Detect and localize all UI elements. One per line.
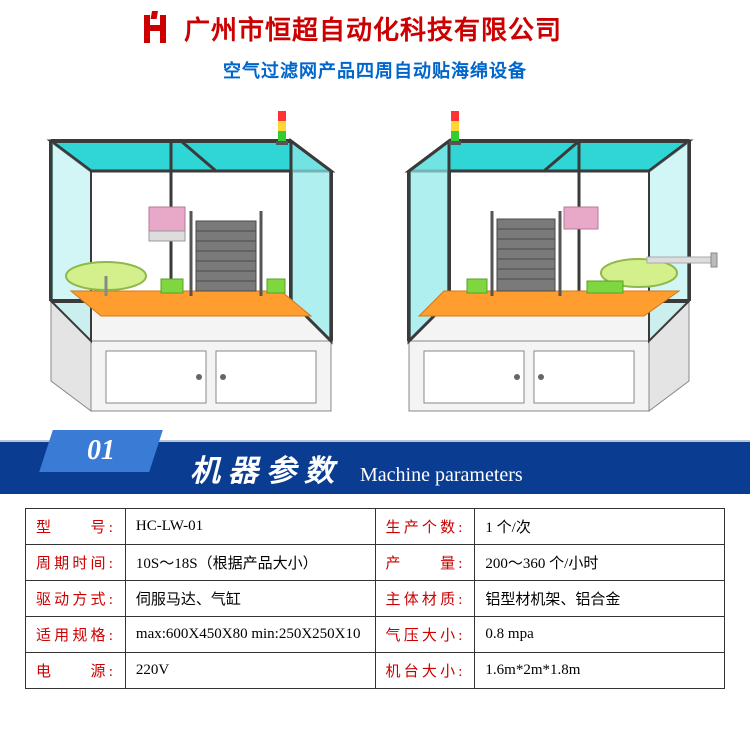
table-row: 周期时间:10S～18S（根据产品大小）产 量:200～360 个/小时 — [26, 545, 725, 581]
table-row: 电 源:220V机台大小:1.6m*2m*1.8m — [26, 653, 725, 689]
page-header: 广州市恒超自动化科技有限公司 — [0, 0, 750, 47]
section-banner: 01 机器参数 Machine parameters — [0, 442, 750, 494]
spec-label: 生产个数: — [375, 509, 475, 545]
product-subtitle: 空气过滤网产品四周自动贴海绵设备 — [0, 57, 750, 83]
spec-label: 型 号: — [26, 509, 126, 545]
spec-value: 伺服马达、气缸 — [125, 581, 375, 617]
spec-table: 型 号:HC-LW-01生产个数:1 个/次周期时间:10S～18S（根据产品大… — [25, 508, 725, 689]
section-number-tab: 01 — [39, 430, 163, 472]
spec-label: 周期时间: — [26, 545, 126, 581]
spec-value: 1 个/次 — [475, 509, 725, 545]
spec-label: 气压大小: — [375, 617, 475, 653]
spec-value: HC-LW-01 — [125, 509, 375, 545]
company-name: 广州市恒超自动化科技有限公司 — [184, 10, 562, 47]
spec-label: 产 量: — [375, 545, 475, 581]
section-number: 01 — [87, 435, 115, 467]
table-row: 型 号:HC-LW-01生产个数:1 个/次 — [26, 509, 725, 545]
spec-value: 220V — [125, 653, 375, 689]
spec-label: 适用规格: — [26, 617, 126, 653]
spec-value: max:600X450X80 min:250X250X10 — [125, 617, 375, 653]
spec-value: 200～360 个/小时 — [475, 545, 725, 581]
section-title-en: Machine parameters — [360, 464, 523, 487]
spec-label: 主体材质: — [375, 581, 475, 617]
spec-value: 1.6m*2m*1.8m — [475, 653, 725, 689]
spec-label: 电 源: — [26, 653, 126, 689]
spec-label: 机台大小: — [375, 653, 475, 689]
section-title-cn: 机器参数 — [190, 446, 342, 490]
spec-value: 铝型材机架、铝合金 — [475, 581, 725, 617]
machine-illustrations — [0, 101, 750, 416]
table-row: 适用规格:max:600X450X80 min:250X250X10气压大小:0… — [26, 617, 725, 653]
spec-value: 10S～18S（根据产品大小） — [125, 545, 375, 581]
table-row: 驱动方式:伺服马达、气缸主体材质:铝型材机架、铝合金 — [26, 581, 725, 617]
spec-value: 0.8 mpa — [475, 617, 725, 653]
spec-label: 驱动方式: — [26, 581, 126, 617]
machine-view-left — [31, 101, 361, 416]
machine-view-right — [389, 101, 719, 416]
logo-icon — [140, 11, 170, 47]
